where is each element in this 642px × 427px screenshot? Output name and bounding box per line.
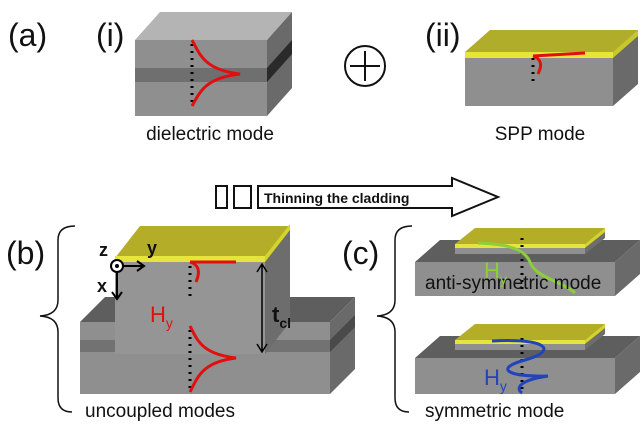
box-top: [135, 12, 292, 40]
panel-label: (c): [342, 235, 379, 271]
box-front: [115, 258, 265, 354]
layer-front: [135, 68, 267, 82]
box-top: [465, 30, 638, 52]
axis-label: z: [99, 240, 108, 260]
caption: anti-symmetric mode: [425, 273, 601, 294]
arrow-tail-1: [216, 186, 227, 208]
arrow-label: Thinning the cladding: [264, 190, 409, 206]
layer-front: [455, 244, 585, 248]
arrow-tail-2: [234, 186, 251, 208]
z-dot: [115, 264, 119, 268]
figure: Thinning the cladding (a) (i) (ii) (b) (…: [0, 0, 642, 427]
panel-label: (a): [8, 17, 47, 53]
brace-b: [40, 226, 75, 412]
panel-label: (ii): [425, 17, 461, 53]
caption: uncoupled modes: [85, 401, 235, 422]
caption: symmetric mode: [425, 401, 564, 422]
box-top: [455, 228, 605, 244]
brace-c: [377, 226, 412, 412]
panel-label: (i): [96, 17, 124, 53]
axis-label: x: [97, 276, 107, 296]
caption: SPP mode: [495, 124, 585, 145]
box-top: [115, 226, 290, 258]
box-top: [455, 324, 605, 340]
axis-label: y: [147, 238, 157, 258]
caption: dielectric mode: [146, 124, 274, 145]
panel-label: (b): [6, 235, 45, 271]
